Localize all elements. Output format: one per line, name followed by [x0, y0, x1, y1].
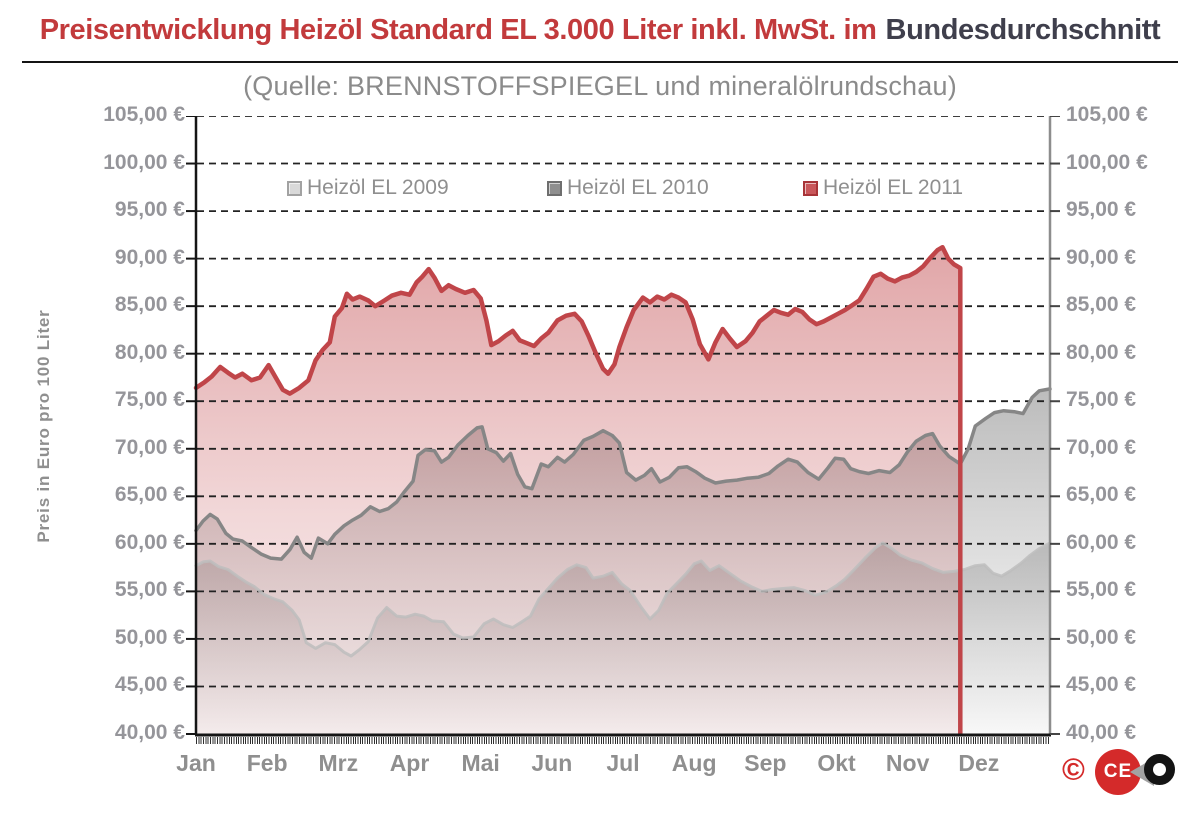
month-label-apr: Apr — [389, 750, 430, 776]
month-label-aug: Aug — [671, 750, 717, 776]
legend-label: Heizöl EL 2010 — [567, 176, 709, 199]
y-axis-label-right: 70,00 € — [1066, 435, 1137, 459]
y-axis-label-right: 105,00 € — [1066, 103, 1148, 126]
legend-swatch-icon — [803, 180, 818, 196]
page-title-red-part: Preisentwicklung Heizöl Standard EL 3.00… — [39, 14, 877, 46]
y-axis-label-right: 60,00 € — [1066, 530, 1137, 554]
y-axis-label-right: 45,00 € — [1066, 673, 1137, 697]
legend-swatch-icon — [547, 180, 562, 196]
y-axis-label-right: 50,00 € — [1066, 625, 1137, 649]
month-label-okt: Okt — [817, 750, 856, 776]
y-axis-label-left: 45,00 € — [114, 673, 185, 697]
month-label-jun: Jun — [531, 750, 573, 776]
y-axis-label-left: 100,00 € — [103, 150, 185, 174]
series-line-heizöl-el-2010 — [194, 387, 1052, 561]
month-label-mrz: Mrz — [318, 750, 359, 776]
y-axis-label-left: 65,00 € — [114, 483, 185, 507]
legend-item-heizöl-el-2011: Heizöl EL 2011 — [803, 176, 963, 200]
y-axis-label-right: 90,00 € — [1066, 245, 1137, 269]
y-axis-title: Preis in Euro pro 100 Liter — [34, 309, 53, 543]
month-label-dez: Dez — [958, 750, 1000, 776]
legend-swatch-icon — [287, 180, 302, 196]
title-divider-line — [22, 61, 1178, 63]
y-axis-label-right: 100,00 € — [1066, 150, 1148, 174]
x-axis-day-ticks — [196, 737, 1050, 744]
y-axis-label-right: 95,00 € — [1066, 198, 1137, 222]
y-axis-label-right: 55,00 € — [1066, 578, 1137, 602]
month-label-jul: Jul — [606, 750, 640, 776]
legend-item-heizöl-el-2010: Heizöl EL 2010 — [547, 176, 709, 200]
copyright-icon: © — [1062, 752, 1085, 787]
y-axis-label-left: 95,00 € — [114, 198, 185, 222]
y-axis-label-left: 85,00 € — [114, 293, 185, 317]
series-area-heizöl-el-2011 — [196, 247, 961, 734]
ceto-logo: © CE — [1062, 746, 1192, 810]
month-label-sep: Sep — [744, 750, 787, 776]
page-title: Preisentwicklung Heizöl Standard EL 3.00… — [0, 14, 1200, 47]
y-axis-label-left: 40,00 € — [114, 721, 185, 744]
legend-item-heizöl-el-2009: Heizöl EL 2009 — [287, 176, 449, 200]
month-label-mai: Mai — [461, 750, 500, 776]
y-axis-label-right: 80,00 € — [1066, 340, 1137, 364]
month-label-feb: Feb — [246, 750, 288, 776]
month-label-jan: Jan — [176, 750, 216, 776]
y-axis-label-right: 85,00 € — [1066, 293, 1137, 317]
legend-label: Heizöl EL 2011 — [823, 176, 964, 199]
month-label-nov: Nov — [885, 750, 930, 776]
price-chart — [186, 116, 1060, 737]
page-title-dark-part: Bundesdurchschnitt — [885, 14, 1161, 46]
y-axis-label-left: 80,00 € — [114, 340, 185, 364]
y-axis-label-left: 50,00 € — [114, 625, 185, 649]
y-axis-label-right: 40,00 € — [1066, 721, 1137, 744]
ceto-logo-ring-icon — [1144, 754, 1175, 785]
series-line-heizöl-el-2011 — [193, 244, 963, 737]
y-axis-label-right: 75,00 € — [1066, 388, 1137, 412]
y-axis-label-right: 65,00 € — [1066, 483, 1137, 507]
y-axis-label-left: 105,00 € — [103, 103, 185, 126]
legend-label: Heizöl EL 2009 — [307, 176, 449, 199]
y-axis-label-left: 70,00 € — [114, 435, 185, 459]
y-axis-label-left: 55,00 € — [114, 578, 185, 602]
chart-subtitle: (Quelle: BRENNSTOFFSPIEGEL und mineralöl… — [243, 71, 957, 101]
y-axis-label-left: 90,00 € — [114, 245, 185, 269]
series-line-heizöl-el-2009 — [194, 541, 1052, 658]
y-axis-label-left: 60,00 € — [114, 530, 185, 554]
y-axis-label-left: 75,00 € — [114, 388, 185, 412]
